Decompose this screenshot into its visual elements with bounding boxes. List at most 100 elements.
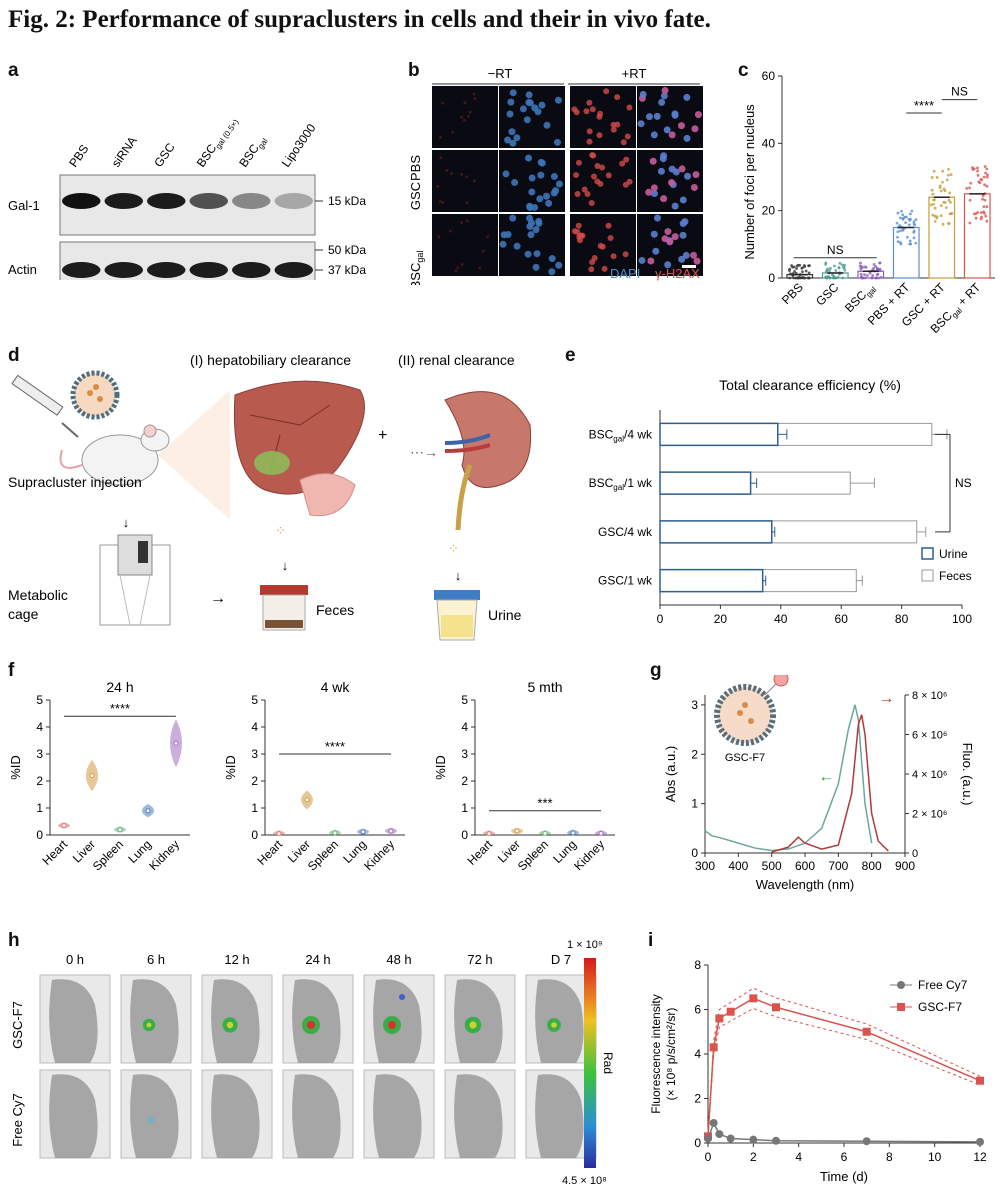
actin-band <box>232 262 271 278</box>
e-title: Total clearance efficiency (%) <box>719 377 901 393</box>
legend-dapi: DAPI <box>610 266 640 281</box>
g-sample-label: GSC-F7 <box>725 752 765 764</box>
i-free-point <box>976 1137 984 1146</box>
i-gsc-point <box>772 1003 780 1012</box>
h-mouse-image <box>282 1069 354 1159</box>
legend-feces-swatch <box>921 569 934 582</box>
panel-a-western-blot: PBS siRNA GSC BSCgal (0.5×)BSCgal Lipo3000 G… <box>8 117 366 280</box>
actin-band <box>62 262 101 278</box>
kidney-icon <box>444 391 532 531</box>
e-bar-urine <box>659 520 773 544</box>
g-fluo-line <box>771 714 889 853</box>
actin-blot-frame <box>59 241 316 280</box>
legend-gsc-swatch <box>897 1003 905 1011</box>
g-ytick-left: 2 <box>691 747 698 761</box>
i-free-line <box>707 1121 981 1143</box>
f-ytick: 2 <box>461 774 468 788</box>
g-arrow-left: ← <box>818 768 834 785</box>
i-gsc-point <box>726 1007 735 1016</box>
g-xtick: 800 <box>862 859 882 873</box>
e-bar-urine <box>659 471 752 495</box>
label-injection: Supracluster injection <box>8 474 142 490</box>
i-gsc-upper <box>707 987 981 1136</box>
arrow-dotted-right: ⋯→ <box>410 444 438 460</box>
e-xtick: 0 <box>657 612 664 626</box>
i-xtick: 4 <box>795 1150 802 1164</box>
h-row-label: GSC-F7 <box>10 1001 25 1049</box>
h-colorbar-min: 4.5 × 10⁸ <box>562 1175 607 1187</box>
i-ytick: 8 <box>694 958 701 972</box>
i-gsc-point <box>976 1076 984 1085</box>
panel-e-letter: e <box>565 345 576 366</box>
e-ytick: GSC/4 wk <box>598 525 653 539</box>
h-row-label: Free Cy7 <box>10 1093 25 1146</box>
micrograph-tile <box>570 86 636 148</box>
f-xtick: Heart <box>254 837 285 868</box>
e-xtick: 60 <box>835 612 849 626</box>
f-ytick: 4 <box>461 720 468 734</box>
h-mouse-image <box>444 974 516 1064</box>
e-ytick: BSCgal/4 wk <box>589 427 653 443</box>
panel-c-letter: c <box>738 60 749 81</box>
e-annot-ns: NS <box>955 476 972 490</box>
gal1-band <box>189 193 228 209</box>
supracluster-icon <box>70 370 120 420</box>
h-timepoint: 0 h <box>66 952 84 967</box>
f-point <box>332 830 338 836</box>
actin-band <box>274 262 313 278</box>
legend-urine: Urine <box>939 547 968 561</box>
f-point <box>89 773 95 779</box>
i-xtick: 6 <box>841 1150 848 1164</box>
arrow-down-1: ↓ <box>123 515 130 530</box>
h-colorbar-max: 1 × 10⁹ <box>567 939 603 951</box>
h-mouse-image <box>282 974 354 1064</box>
row-gsc: GSC <box>408 182 423 210</box>
h-timepoint: 24 h <box>305 952 330 967</box>
f-ytick: 1 <box>251 801 258 815</box>
g-ytick-left: 3 <box>691 698 698 712</box>
f-point <box>304 797 310 803</box>
e-xtick: 80 <box>895 612 909 626</box>
f-title: 24 h <box>106 679 133 695</box>
f-point <box>145 808 151 814</box>
f-ytick: 1 <box>461 801 468 815</box>
panel-g-letter: g <box>650 660 662 681</box>
g-arrow-right: → <box>878 690 894 707</box>
i-gsc-point <box>715 1014 724 1023</box>
i-xlabel: Time (d) <box>820 1169 868 1184</box>
c-xtick: PBS <box>779 280 806 307</box>
urine-cup-icon <box>434 590 480 641</box>
g-xlabel: Wavelength (nm) <box>756 877 855 892</box>
row-bscgal: BSCgal <box>408 251 425 285</box>
label-hepatobiliary: (I) hepatobiliary clearance <box>190 352 351 368</box>
i-xtick: 10 <box>928 1150 942 1164</box>
row-label-gal1: Gal-1 <box>8 198 40 213</box>
f-xtick: Heart <box>464 837 495 868</box>
g-xtick: 500 <box>762 859 782 873</box>
i-xtick: 12 <box>973 1150 987 1164</box>
f-ylabel: %ID <box>223 755 238 780</box>
i-xtick: 2 <box>750 1150 757 1164</box>
h-mouse-image <box>39 974 111 1064</box>
particles-feces: ⁘ <box>275 523 286 538</box>
f-xtick: Kidney <box>146 837 182 873</box>
h-timepoint: D 7 <box>551 952 571 967</box>
lane-label: PBS <box>66 142 91 170</box>
i-gsc-lower <box>707 1007 981 1137</box>
g-ytick-right: 4 × 10⁶ <box>912 769 947 781</box>
f-point <box>173 740 179 746</box>
panel-d-letter: d <box>8 345 20 366</box>
lane-label: BSCgal <box>236 133 270 171</box>
feces-jar-icon <box>260 585 308 631</box>
f-point <box>388 828 394 834</box>
liver-icon <box>233 380 365 517</box>
g-xtick: 700 <box>828 859 848 873</box>
f-ytick: 0 <box>251 828 258 842</box>
f-title: 5 mth <box>527 679 562 695</box>
label-renal: (II) renal clearance <box>398 352 515 368</box>
f-ylabel: %ID <box>433 755 448 780</box>
g-ytick-right: 0 <box>912 848 918 860</box>
actin-band <box>189 262 228 278</box>
legend-gsc: GSC-F7 <box>918 1000 962 1014</box>
